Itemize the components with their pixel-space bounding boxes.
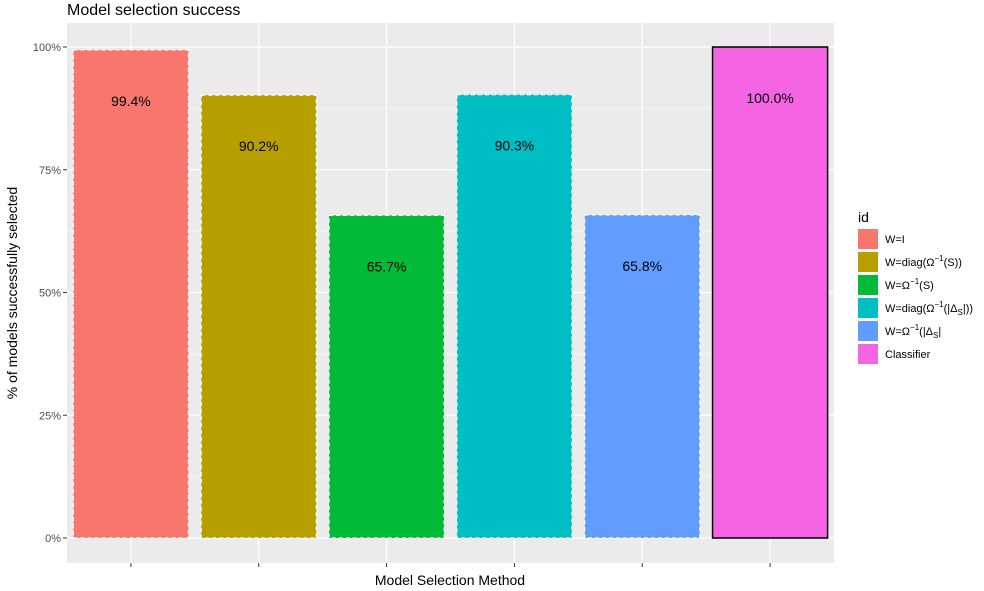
bar [328,214,445,539]
bar [72,49,190,539]
data-label: 90.3% [495,138,535,154]
legend-swatch [858,229,878,249]
bars [72,46,829,539]
legend-title: id [858,209,869,225]
y-tick-label: 50% [39,288,61,300]
data-labels: 99.4% 90.2% 65.7% 90.3% 65.8% 100.0% [111,90,794,274]
y-tick-label: 75% [39,165,61,177]
x-axis [130,563,771,567]
y-tick-label: 0% [45,533,61,545]
legend-label: Classifier [885,349,931,361]
y-axis: 0% 25% 50% 75% 100% [33,42,67,545]
legend-label: W=Ω−1(|ΔS| [885,323,941,340]
legend-swatch [858,252,878,272]
legend-label: W=diag(Ω−1(S)) [885,254,962,269]
legend-swatch [858,344,878,364]
legend-label: W=diag(Ω−1(|ΔS|)) [885,300,973,317]
chart-title: Model selection success [67,2,240,19]
y-tick-label: 25% [39,410,61,422]
legend-swatch [858,298,878,318]
x-axis-title: Model Selection Method [375,572,525,588]
bar [200,94,317,539]
legend-label: W=Ω−1(S) [885,277,934,292]
legend-swatch [858,321,878,341]
legend-label: W=I [885,234,905,246]
bar [711,46,829,539]
bar [456,94,573,539]
legend: id W=I W=diag(Ω−1(S)) W=Ω−1(S) W=diag(Ω−1(|… [858,209,973,364]
bar [584,214,701,539]
legend-swatch [858,275,878,295]
data-label: 100.0% [746,90,793,106]
data-label: 65.7% [367,258,407,274]
data-label: 99.4% [111,93,151,109]
y-tick-label: 100% [33,42,61,54]
data-label: 65.8% [622,258,662,274]
data-label: 90.2% [239,138,279,154]
y-axis-title: % of models successfully selected [4,187,20,399]
